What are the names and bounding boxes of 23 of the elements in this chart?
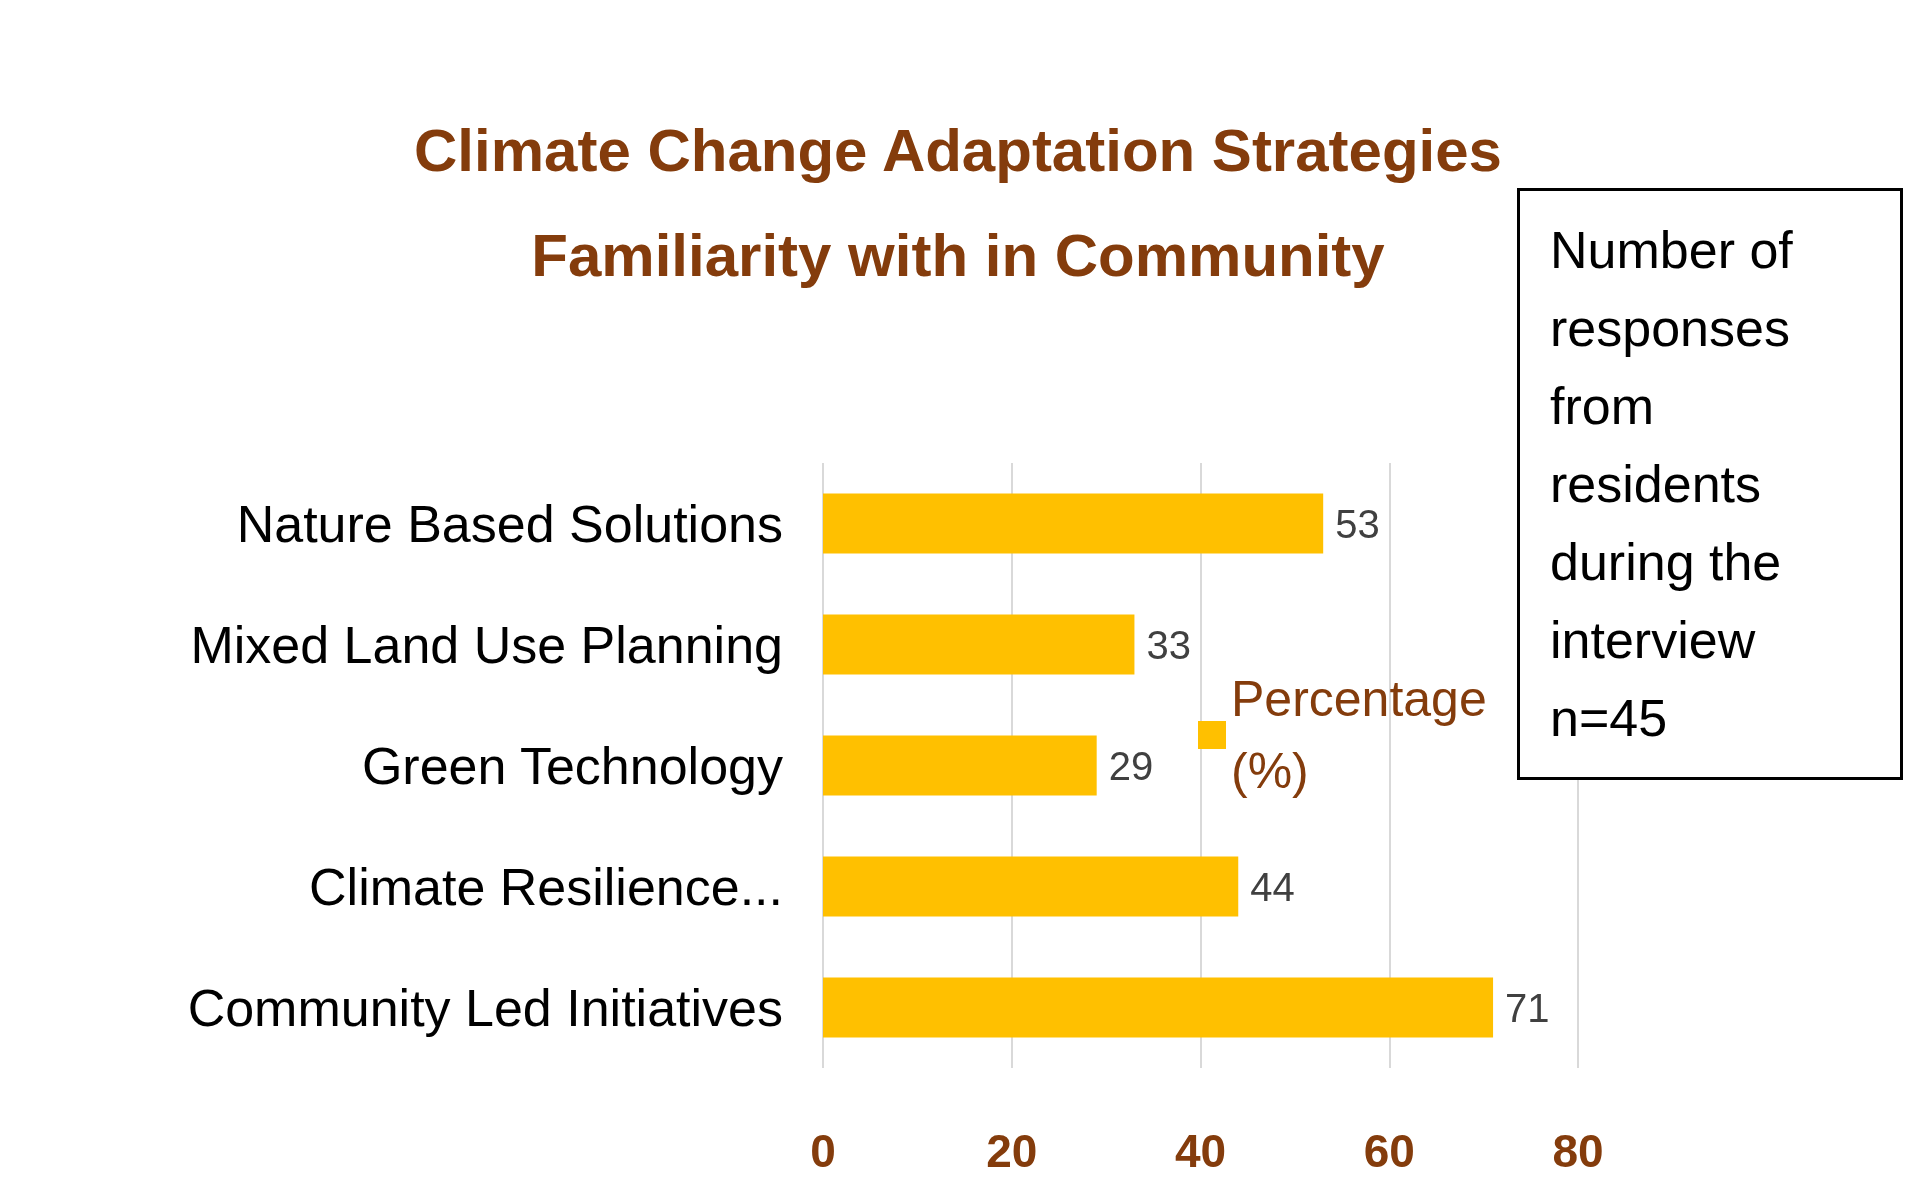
- y-tick-label: Green Technology: [361, 736, 783, 795]
- data-label: 71: [1505, 985, 1550, 1030]
- x-tick-label: 80: [1552, 1125, 1604, 1177]
- bar: [823, 977, 1494, 1038]
- x-tick-label: 60: [1363, 1125, 1415, 1177]
- chart-title: Climate Change Adaptation Strategies Familiarity with in Community: [414, 117, 1502, 289]
- y-tick-label: Climate Resilience...: [309, 857, 783, 916]
- data-label: 29: [1108, 743, 1154, 788]
- bar: [823, 735, 1097, 796]
- y-tick-label: Community Led Initiatives: [187, 978, 783, 1037]
- bar: [823, 614, 1135, 675]
- x-tick-label: 40: [1174, 1125, 1227, 1177]
- bar: [823, 493, 1324, 554]
- data-label: 33: [1146, 622, 1191, 667]
- annotation: Number of responses from residents during the interview n=45: [1517, 188, 1903, 780]
- data-label: 44: [1250, 864, 1295, 909]
- y-tick-label: Mixed Land Use Planning: [190, 615, 783, 674]
- bar: [823, 856, 1239, 917]
- data-label: 53: [1335, 501, 1380, 546]
- x-tick-label: 0: [810, 1125, 836, 1177]
- legend-label: Percentage (%): [1231, 671, 1501, 799]
- x-tick-label: 20: [986, 1125, 1038, 1177]
- y-tick-label: Nature Based Solutions: [236, 494, 783, 553]
